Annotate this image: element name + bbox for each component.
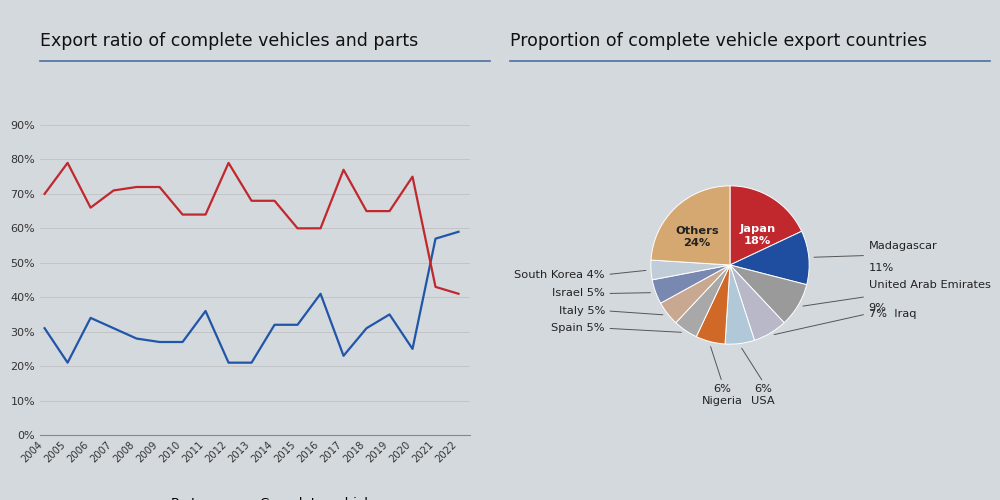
Text: Proportion of complete vehicle export countries: Proportion of complete vehicle export co… <box>510 32 927 50</box>
Text: 9%: 9% <box>869 303 887 313</box>
Wedge shape <box>730 265 807 322</box>
Wedge shape <box>652 265 730 303</box>
Text: United Arab Emirates: United Arab Emirates <box>869 280 990 290</box>
Legend: Parts, Complete vehicles: Parts, Complete vehicles <box>121 492 389 500</box>
Wedge shape <box>676 265 730 336</box>
Wedge shape <box>651 260 730 280</box>
Text: Israel 5%: Israel 5% <box>552 288 605 298</box>
Wedge shape <box>730 232 809 284</box>
Wedge shape <box>696 265 730 344</box>
Text: 7%  Iraq: 7% Iraq <box>869 309 916 319</box>
Text: 6%: 6% <box>754 384 772 394</box>
Wedge shape <box>725 265 754 344</box>
Text: Nigeria: Nigeria <box>702 396 743 406</box>
Text: 6%: 6% <box>713 384 731 394</box>
Text: Spain 5%: Spain 5% <box>551 324 605 334</box>
Wedge shape <box>730 186 802 265</box>
Text: Export ratio of complete vehicles and parts: Export ratio of complete vehicles and pa… <box>40 32 418 50</box>
Wedge shape <box>730 265 784 340</box>
Wedge shape <box>651 186 730 265</box>
Text: USA: USA <box>751 396 775 406</box>
Text: Japan
18%: Japan 18% <box>740 224 776 246</box>
Text: 11%: 11% <box>869 264 894 274</box>
Text: Others
24%: Others 24% <box>675 226 719 248</box>
Text: South Korea 4%: South Korea 4% <box>514 270 605 280</box>
Text: Madagascar: Madagascar <box>869 241 937 251</box>
Wedge shape <box>661 265 730 322</box>
Text: Italy 5%: Italy 5% <box>559 306 605 316</box>
